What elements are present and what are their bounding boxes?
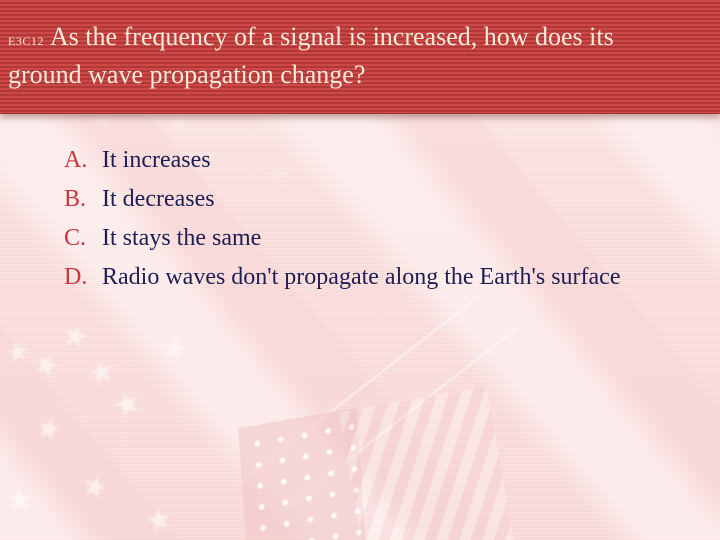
answer-option-c[interactable]: C. It stays the same	[64, 219, 650, 258]
star-icon: ★	[32, 411, 65, 448]
star-icon: ★	[58, 317, 93, 356]
option-text: It decreases	[102, 186, 215, 212]
option-letter: B.	[64, 186, 87, 212]
answer-option-d[interactable]: D. Radio waves don't propagate along the…	[64, 258, 650, 297]
answer-option-b[interactable]: B. It decreases	[64, 180, 650, 219]
question-body: As the frequency of a signal is increase…	[8, 22, 614, 89]
option-text: It stays the same	[102, 225, 262, 251]
star-icon: ★	[3, 336, 32, 369]
star-icon: ★	[84, 353, 119, 392]
star-icon: ★	[165, 110, 193, 142]
answer-options: A. It increases B. It decreases C. It st…	[64, 141, 650, 297]
option-letter: A.	[64, 147, 88, 173]
star-icon: ★	[4, 482, 35, 519]
star-icon: ★	[159, 332, 190, 367]
option-text: Radio waves don't propagate along the Ea…	[102, 264, 621, 290]
option-letter: C.	[64, 225, 87, 251]
star-icon: ★	[142, 501, 176, 540]
flag-edge-line	[241, 295, 479, 483]
question-banner: E3C12 As the frequency of a signal is inc…	[0, 0, 720, 114]
question-text: E3C12 As the frequency of a signal is inc…	[0, 0, 668, 92]
star-icon: ★	[108, 384, 146, 425]
small-flag-stripes	[338, 386, 516, 540]
star-icon: ★	[77, 468, 112, 507]
flag-edge-line	[279, 327, 517, 515]
small-flag-star-field	[238, 407, 366, 540]
option-letter: D.	[64, 264, 88, 290]
star-icon: ★	[29, 346, 64, 385]
answer-option-a[interactable]: A. It increases	[64, 141, 650, 180]
question-id: E3C12	[8, 34, 44, 48]
option-text: It increases	[102, 147, 211, 173]
